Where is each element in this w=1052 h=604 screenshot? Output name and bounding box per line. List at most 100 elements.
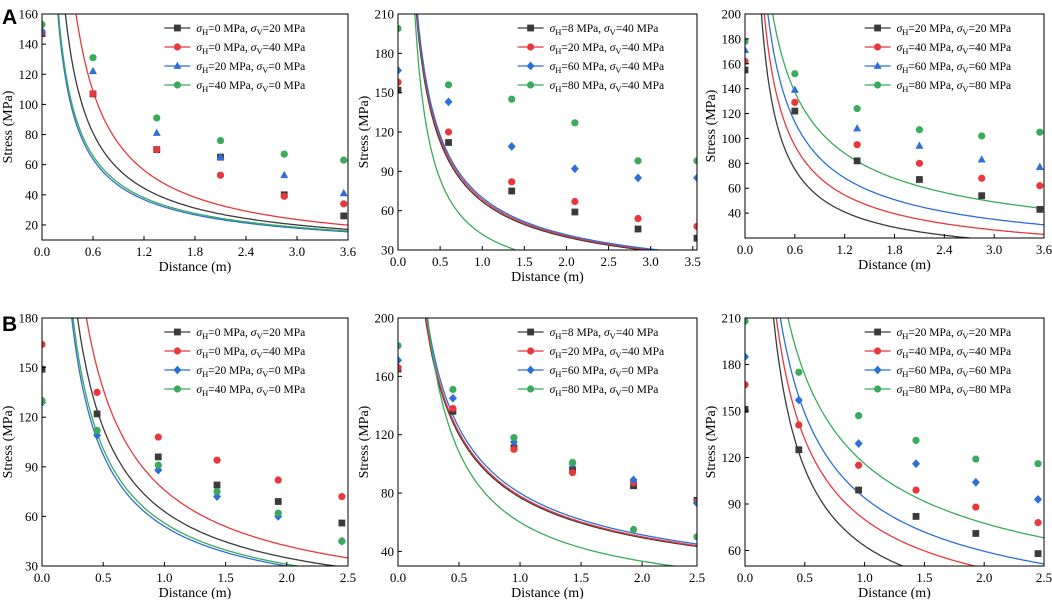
legend-label: σH=20 MPa, σV=40 MPa: [550, 346, 665, 360]
legend-entry-3: σH=60 MPa, σV=60 MPa: [864, 61, 1011, 75]
plot-frame: [744, 317, 1045, 567]
point-s2-5: [634, 214, 642, 223]
point-s4-4: [568, 458, 577, 467]
legend-marker: [874, 24, 881, 32]
legend-marker: [527, 81, 535, 89]
x-tick-label: 0.0: [34, 244, 50, 259]
y-tick-label: 90: [25, 459, 38, 474]
x-tick-label: 1.2: [136, 244, 152, 259]
legend-label: σH=40 MPa, σV=40 MPa: [897, 346, 1012, 360]
point-s2-3: [508, 178, 516, 186]
y-axis-label: Stress (MPa): [704, 89, 719, 162]
x-tick-label: 3.6: [340, 244, 357, 259]
fit-curve-2: [85, 318, 348, 559]
point-s4-5: [972, 455, 980, 463]
legend-label: σH=80 MPa, σV=40 MPa: [550, 80, 665, 94]
x-tick-label: 2.4: [238, 244, 255, 259]
point-s4-4: [912, 436, 920, 445]
x-tick-label: 3.5: [685, 254, 701, 269]
x-axis-label: Distance (m): [159, 586, 232, 599]
fit-curve-3: [779, 318, 1044, 565]
x-tick-label: 2.0: [634, 570, 650, 585]
point-s1-5: [634, 225, 642, 233]
chart-1: 0.0 0.6 1.2 1.8 2.4 3.0 3.6 20 40 60 80 100 120 140 16…: [1, 7, 357, 276]
point-s4-4: [915, 126, 924, 134]
legend: σH=20 MPa, σV=20 MPa σH=40 MPa, σV=40 MPa…: [864, 327, 1012, 398]
legend-label: σH=8 MPa, σV=40 MPa: [550, 327, 659, 341]
y-tick-label: 180: [19, 311, 39, 326]
legend-label: σH=80 MPa, σV=80 MPa: [897, 80, 1012, 94]
point-s1-4: [912, 513, 920, 520]
legend-label: σH=0 MPa, σV=40 MPa: [196, 42, 305, 56]
point-s2-4: [568, 469, 577, 477]
legend-label: σH=20 MPa, σV=20 MPa: [897, 23, 1012, 37]
point-s4-2: [93, 426, 101, 435]
legend-entry-4: σH=80 MPa, σV=40 MPa: [517, 80, 665, 94]
fit-curves: [424, 318, 697, 566]
x-tick-label: 1.5: [573, 570, 589, 585]
point-s2-2: [449, 404, 457, 413]
y-tick-label: 60: [728, 181, 741, 196]
point-s3-5: [634, 173, 643, 183]
fit-curve-1: [424, 318, 697, 548]
x-tick-label: 2.5: [340, 570, 356, 585]
point-s1-1: [42, 365, 46, 373]
legend-marker: [173, 365, 182, 375]
point-s3-3: [853, 124, 862, 132]
y-tick-label: 120: [375, 427, 395, 442]
legend-entry-4: σH=40 MPa, σV=0 MPa: [164, 80, 305, 94]
y-tick-label: 200: [375, 311, 395, 326]
y-tick-label: 80: [381, 486, 394, 501]
x-tick-label: 1.2: [837, 242, 853, 257]
point-s4-2: [444, 81, 453, 89]
x-axis-label: Distance (m): [511, 270, 584, 285]
point-s2-2: [444, 128, 453, 136]
x-tick-label: 3.6: [1036, 242, 1052, 257]
point-s3-5: [971, 477, 980, 487]
y-tick-label: 30: [381, 243, 394, 258]
y-tick-label: 120: [19, 67, 39, 82]
fit-curve-3: [426, 318, 697, 545]
panel-label-a: A: [2, 6, 17, 29]
point-s1-6: [693, 234, 697, 242]
x-tick-label: 3.0: [986, 242, 1002, 257]
y-tick-label: 120: [722, 106, 742, 121]
y-tick-label: 180: [722, 31, 742, 46]
legend-marker: [527, 385, 535, 393]
point-s3-5: [629, 475, 638, 485]
data-points: [398, 24, 697, 242]
y-tick-label: 60: [728, 543, 741, 558]
fit-curve-4: [414, 14, 519, 250]
legend-marker: [173, 61, 182, 69]
legend-label: σH=80 MPa, σV=0 MPa: [550, 384, 659, 398]
point-s3-2: [448, 393, 457, 403]
point-s1-3: [508, 187, 516, 195]
legend-label: σH=0 MPa, σV=20 MPa: [196, 23, 305, 37]
data-points: [42, 20, 348, 220]
legend-label: σH=20 MPa, σV=0 MPa: [196, 61, 305, 75]
y-tick-label: 160: [19, 7, 39, 22]
y-tick-label: 120: [722, 450, 742, 465]
x-tick-label: 1.0: [512, 570, 528, 585]
point-s2-1: [745, 57, 749, 65]
point-s1-1: [398, 86, 402, 94]
fit-curve-1: [64, 14, 348, 231]
point-s2-2: [791, 98, 799, 106]
x-tick-label: 1.0: [856, 570, 872, 585]
x-tick-label: 2.0: [976, 570, 992, 585]
point-s1-6: [1036, 205, 1044, 213]
fit-curve-1: [760, 14, 977, 238]
point-s2-6: [340, 200, 348, 208]
legend-marker: [173, 385, 181, 393]
point-s2-2: [93, 388, 101, 396]
point-s1-6: [338, 519, 346, 527]
y-tick-label: 100: [722, 131, 742, 146]
legend-entry-1: σH=20 MPa, σV=20 MPa: [864, 327, 1011, 341]
y-tick-label: 160: [375, 369, 395, 384]
point-s1-2: [791, 107, 799, 115]
point-s2-4: [213, 456, 221, 464]
point-s4-1: [42, 397, 46, 405]
legend-label: σH=0 MPa, σV=20 MPa: [196, 327, 305, 341]
point-s4-4: [571, 119, 579, 127]
